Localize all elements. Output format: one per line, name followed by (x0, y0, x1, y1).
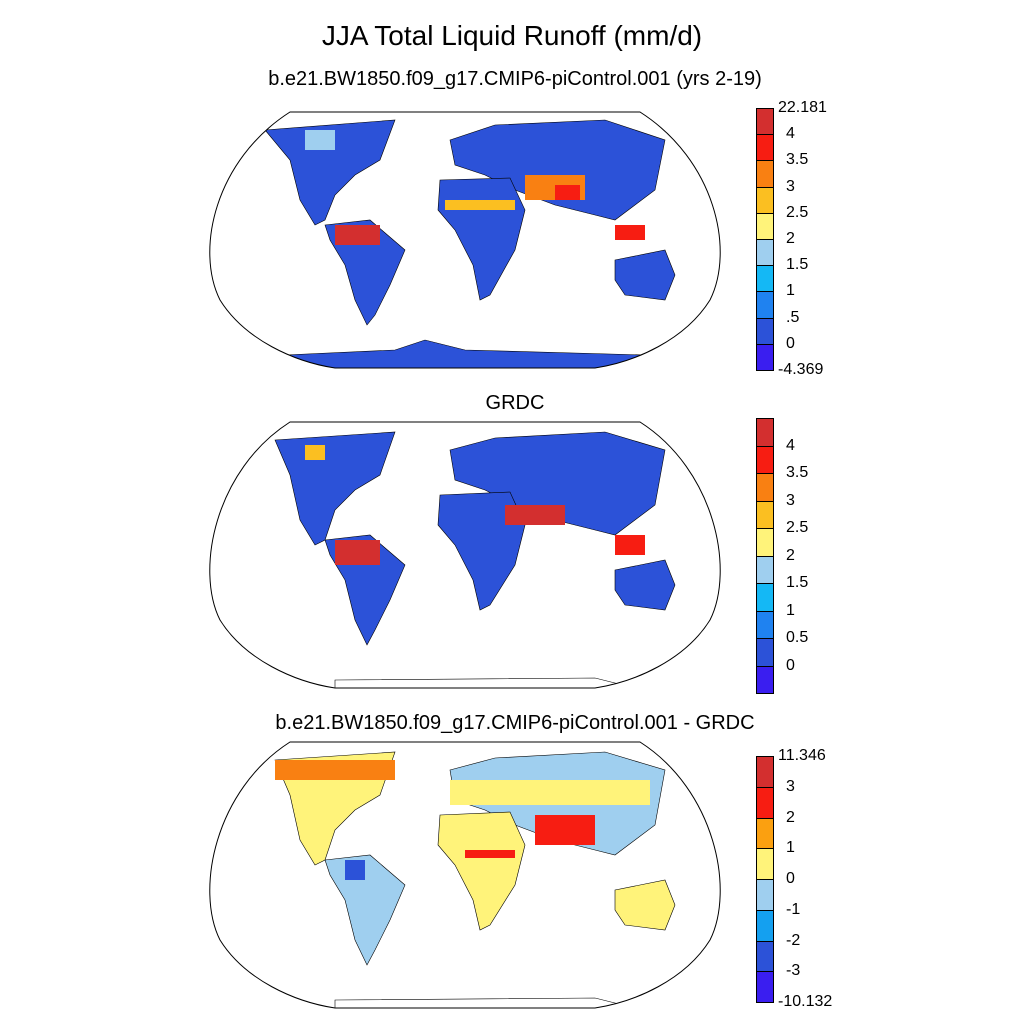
panel-3-map (209, 741, 721, 1009)
panel-1-map (209, 111, 721, 369)
australia (614, 879, 676, 931)
colorbar-segment (756, 555, 774, 584)
colorbar-tick-label: 3 (786, 491, 795, 509)
colorbar-tick-label: 3 (786, 177, 795, 195)
colorbar-segment (756, 186, 774, 214)
colorbar-segment (756, 418, 774, 447)
colorbar-segment (756, 665, 774, 694)
colorbar-tick-label: 2.5 (786, 203, 809, 221)
panel-3-subtitle: b.e21.BW1850.f09_g17.CMIP6-piControl.001… (275, 712, 755, 734)
colorbar-tick-label: 1 (786, 839, 795, 857)
colorbar-segment (756, 817, 774, 850)
colorbar-tick-label: 1.5 (786, 574, 809, 591)
colorbar-tick-label: 22.181 (778, 99, 827, 116)
colorbar-tick-label: 2.5 (786, 519, 809, 536)
africa (437, 811, 526, 931)
north-america (264, 119, 396, 226)
colorbar-tick-label: -4.369 (778, 361, 824, 378)
colorbar-tick-label: -3 (786, 962, 801, 980)
panel-2-subtitle: GRDC (485, 392, 545, 414)
south-america (324, 219, 406, 326)
colorbar-tick-label: 11.346 (778, 747, 826, 764)
colorbar-tick-label: -2 (786, 931, 801, 949)
eurasia (449, 431, 666, 536)
colorbar-segment (756, 610, 774, 639)
colorbar-segment (756, 500, 774, 529)
colorbar-tick-label: 0 (786, 870, 795, 887)
colorbar-tick-label: 0.5 (786, 629, 809, 646)
colorbar-segment (756, 971, 774, 1003)
africa (437, 177, 526, 301)
colorbar-segment (756, 134, 774, 162)
colorbar-segment (756, 317, 774, 345)
australia (614, 559, 676, 611)
colorbar-segment (756, 756, 774, 788)
colorbar-segment (756, 909, 774, 942)
colorbar-segment (756, 212, 774, 240)
colorbar-segment (756, 879, 774, 911)
colorbar-tick-label: 1 (786, 601, 795, 619)
colorbar-tick-label: 2 (786, 230, 795, 247)
colorbar-tick-label: 2 (786, 546, 795, 564)
colorbar-tick-label: 3 (786, 777, 795, 795)
colorbar-segment (756, 343, 774, 371)
colorbar-tick-label: -10.132 (778, 993, 833, 1010)
colorbar-tick-label: 3.5 (786, 464, 809, 481)
colorbar-segment (756, 848, 774, 880)
colorbar-segment (756, 291, 774, 319)
colorbar-segment (756, 583, 774, 612)
colorbar-segment (756, 445, 774, 474)
colorbar-tick-label: 2 (786, 808, 795, 826)
colorbar-tick-label: 0 (786, 656, 795, 674)
colorbar-segment (756, 108, 774, 136)
australia (614, 249, 676, 301)
colorbar-segment (756, 786, 774, 819)
antarctica (334, 997, 636, 1008)
north-america (274, 431, 396, 546)
colorbar-segment (756, 940, 774, 973)
panel-2-map (209, 421, 721, 689)
colorbar-tick-label: 3.5 (786, 151, 809, 169)
antarctica (334, 677, 636, 688)
colorbar-segment (756, 638, 774, 667)
colorbar-tick-label: 0 (786, 334, 795, 352)
eurasia (449, 119, 666, 221)
antarctica (284, 339, 646, 368)
panel-1-subtitle: b.e21.BW1850.f09_g17.CMIP6-piControl.001… (268, 68, 762, 90)
colorbar-segment (756, 528, 774, 557)
colorbar-tick-label: 1 (786, 282, 795, 300)
colorbar-tick-label: 4 (786, 436, 795, 454)
colorbar-segment (756, 473, 774, 502)
figure-title: JJA Total Liquid Runoff (mm/d) (321, 20, 703, 51)
colorbar-tick-label: 4 (786, 125, 795, 143)
colorbar-segment (756, 239, 774, 267)
colorbar-tick-label: .5 (786, 308, 800, 326)
south-america (324, 854, 406, 966)
colorbar-tick-label: -1 (786, 900, 801, 918)
colorbar-tick-label: 1.5 (786, 256, 809, 274)
colorbar-segment (756, 160, 774, 188)
colorbar-segment (756, 265, 774, 293)
